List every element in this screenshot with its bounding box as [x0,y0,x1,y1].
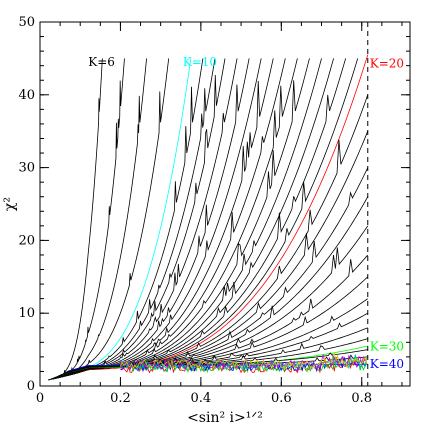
y-tick-label: 50 [18,15,35,30]
x-tick-label: 0.2 [110,391,131,406]
curve-k-25 [59,58,359,376]
curve-k-8 [49,58,147,380]
x-tick-label: 0 [36,391,44,406]
y-axis-ticks: 0 10 20 30 40 50 [18,15,410,394]
x-tick-label: 0.8 [351,391,372,406]
y-tick-label: 10 [18,306,35,321]
curve-k-29 [61,196,369,375]
curve-label: K=20 [370,56,404,70]
curve-k-6 [47,58,103,381]
floor-noise-line [120,351,367,370]
curve-label: K=40 [370,357,404,371]
curve-k-32 [63,254,369,374]
curve-k-19 [55,58,298,378]
curve-labels: K=6 K=10 K=20 K=30 K=40 [88,55,404,371]
floor-noise-line [120,354,367,371]
x-axis-ticks: 0 0.2 0.4 0.6 0.8 [36,22,403,406]
curve-label: K=10 [183,55,217,69]
curve-k-20 [56,54,369,378]
y-tick-label: 20 [18,233,35,248]
plot-frame [39,21,411,387]
x-tick-label: 0.4 [191,391,212,406]
floor-noise-line [120,353,367,372]
curve-k-7 [48,58,125,381]
curve-label: K=30 [370,340,404,354]
y-tick-label: 0 [27,379,35,394]
curves-group [47,54,369,381]
curve-k-21 [57,58,310,377]
curve-label: K=6 [88,55,115,69]
x-axis-title: <sin² i>¹ᐟ² [187,410,263,426]
x-tick-label: 0.6 [271,391,292,406]
curve-k-10 [50,58,192,380]
floor-noise-group [120,351,367,374]
y-tick-label: 40 [18,88,35,103]
y-tick-label: 30 [18,161,35,176]
y-axis-title: χ² [2,197,18,211]
